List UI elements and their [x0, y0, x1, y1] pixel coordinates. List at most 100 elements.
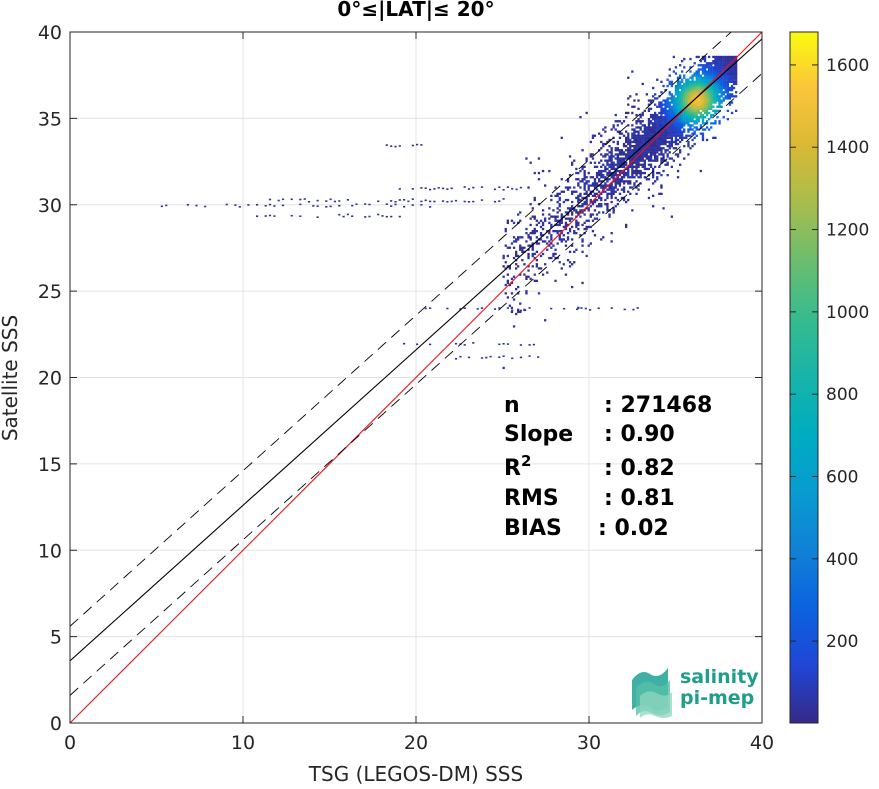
density-cell — [238, 206, 241, 208]
density-cell — [620, 153, 624, 156]
density-cell — [660, 184, 663, 187]
density-cell — [591, 176, 595, 179]
density-cell — [645, 151, 648, 154]
density-cell — [656, 171, 659, 175]
density-cell — [662, 142, 665, 146]
density-cell — [602, 186, 605, 189]
density-cell — [714, 95, 717, 98]
density-cell — [691, 107, 694, 110]
density-cell — [517, 308, 520, 311]
density-cell — [687, 97, 690, 100]
density-cell — [724, 72, 727, 75]
density-cell — [537, 157, 541, 160]
density-cell — [735, 70, 738, 73]
density-cell — [612, 178, 615, 181]
density-cell — [558, 221, 561, 224]
density-cell — [641, 157, 644, 160]
density-cell — [724, 64, 727, 67]
density-cell — [585, 207, 588, 210]
density-cell — [533, 215, 536, 218]
density-cell — [652, 95, 655, 98]
density-cell — [595, 171, 599, 175]
density-cell — [708, 76, 711, 79]
density-cell — [652, 134, 655, 137]
density-cell — [654, 130, 657, 133]
density-cell — [583, 203, 586, 206]
density-cell — [676, 153, 680, 156]
density-cell — [697, 120, 700, 123]
density-cell — [683, 99, 686, 102]
density-cell — [612, 211, 615, 214]
density-cell — [558, 261, 561, 264]
density-cell — [674, 103, 678, 106]
density-cell — [390, 200, 393, 202]
density-cell — [604, 182, 607, 185]
density-cell — [670, 99, 673, 102]
density-cell — [571, 163, 574, 166]
density-cell — [631, 153, 634, 156]
density-cell — [511, 357, 514, 360]
density-cell — [699, 80, 702, 83]
density-cell — [681, 97, 684, 100]
density-cell — [631, 140, 634, 144]
density-cell — [527, 254, 530, 258]
density-cell — [693, 97, 696, 100]
density-cell — [658, 149, 661, 152]
density-cell — [708, 78, 711, 81]
density-cell — [681, 93, 684, 96]
density-cell — [639, 155, 642, 158]
density-cell — [685, 118, 688, 121]
density-cell — [633, 147, 636, 150]
density-cell — [641, 142, 644, 146]
density-cell — [433, 200, 436, 203]
density-cell — [593, 184, 597, 187]
density-cell — [618, 169, 622, 173]
density-cell — [679, 136, 682, 139]
density-cell — [730, 86, 734, 90]
density-cell — [662, 111, 665, 115]
density-cell — [515, 288, 518, 291]
density-cell — [575, 248, 578, 251]
density-cell — [668, 103, 671, 106]
density-cell — [429, 206, 432, 208]
density-cell — [527, 269, 530, 272]
stat-value: : 0.02 — [598, 516, 669, 541]
density-cell — [647, 151, 651, 154]
density-cell — [591, 219, 595, 222]
density-cell — [618, 163, 622, 166]
stat-label: BIAS — [504, 516, 562, 541]
density-cell — [689, 118, 692, 121]
density-cell — [600, 147, 603, 150]
density-cell — [504, 261, 507, 264]
density-cell — [602, 128, 605, 131]
density-cell — [730, 68, 734, 71]
density-cell — [637, 145, 640, 148]
density-cell — [724, 66, 727, 69]
density-cell — [639, 174, 642, 177]
density-cell — [564, 198, 568, 202]
density-cell — [627, 124, 630, 127]
density-cell — [656, 140, 659, 144]
density-cell — [535, 236, 538, 239]
density-cell — [726, 84, 729, 88]
density-cell — [591, 153, 595, 156]
density-cell — [502, 265, 505, 268]
density-cell — [726, 78, 729, 81]
density-cell — [407, 200, 410, 203]
density-cell — [641, 111, 644, 115]
density-cell — [581, 240, 584, 243]
density-cell — [666, 155, 669, 158]
density-cell — [674, 126, 678, 129]
density-cell — [652, 151, 655, 154]
density-cell — [720, 68, 723, 71]
density-cell — [705, 62, 709, 65]
density-cell — [730, 72, 734, 75]
density-cell — [504, 227, 507, 231]
density-cell — [600, 134, 603, 137]
density-cell — [579, 205, 582, 208]
colorbar-tick-label: 1000 — [826, 303, 869, 323]
density-cell — [614, 147, 617, 150]
density-cell — [732, 55, 736, 59]
density-cell — [629, 186, 632, 189]
density-cell — [649, 145, 653, 148]
